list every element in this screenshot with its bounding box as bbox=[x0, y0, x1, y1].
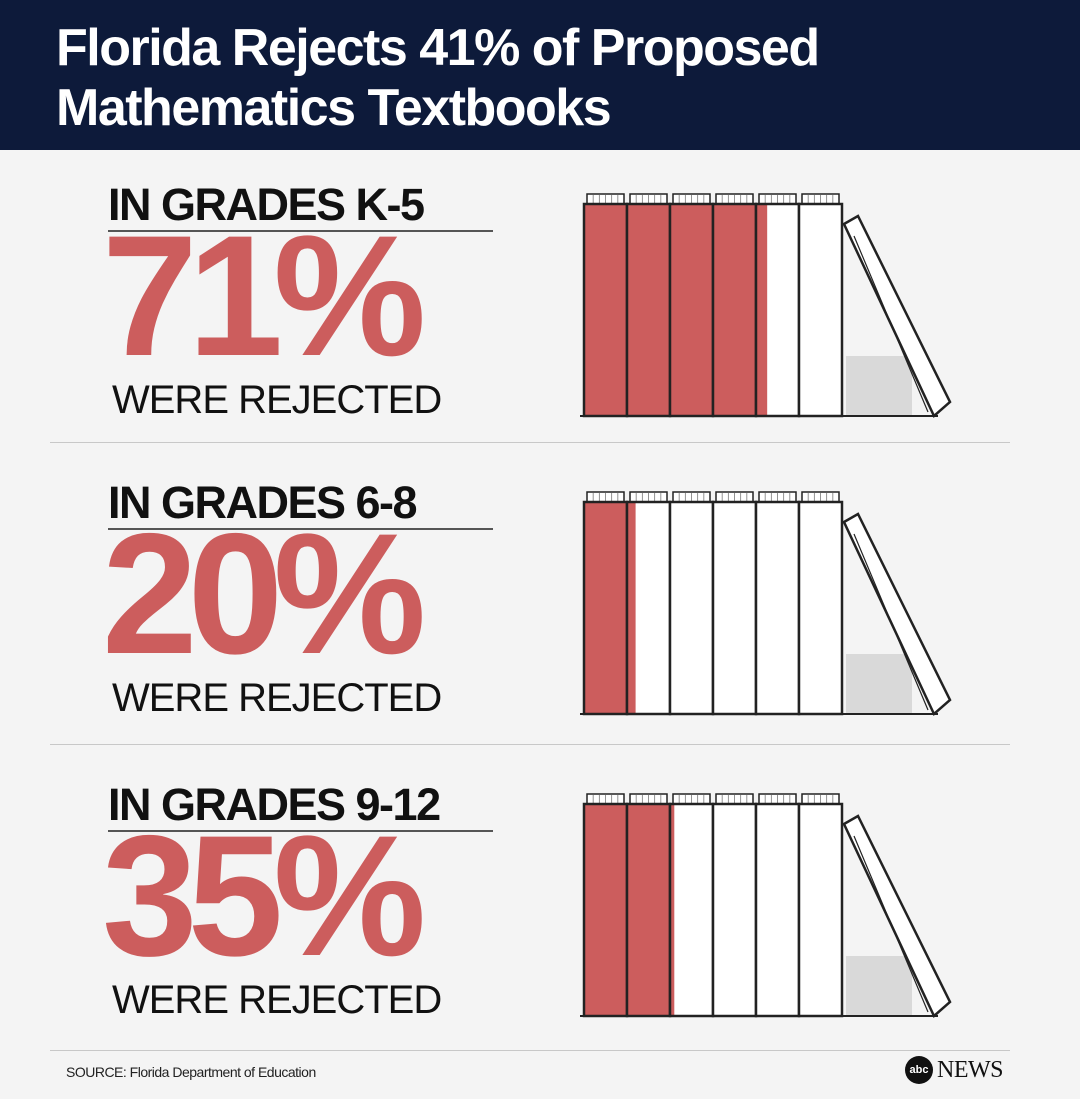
leaning-book bbox=[842, 214, 952, 419]
grade-underline bbox=[108, 830, 493, 832]
book-fill-rejected bbox=[584, 804, 627, 1016]
book-cover-base bbox=[799, 502, 842, 714]
book bbox=[668, 491, 715, 716]
book bbox=[754, 793, 801, 1018]
percent-value: 71% bbox=[102, 200, 426, 392]
book bbox=[754, 193, 801, 418]
book-fill-rejected bbox=[670, 204, 713, 416]
book bbox=[754, 491, 801, 716]
abc-logo-badge: abc bbox=[905, 1056, 933, 1084]
book bbox=[668, 793, 715, 1018]
book-pictogram bbox=[580, 491, 952, 717]
book-fill-rejected bbox=[627, 502, 636, 714]
book-cover-base bbox=[756, 804, 799, 1016]
book-cover-base bbox=[799, 204, 842, 416]
book bbox=[582, 793, 629, 1018]
rejected-caption: WERE REJECTED bbox=[112, 378, 442, 422]
grade-section-6-8: IN GRADES 6-8 20% WERE REJECTED bbox=[0, 448, 1080, 748]
grade-label: IN GRADES 9-12 bbox=[108, 779, 441, 830]
logo-text: NEWS bbox=[937, 1057, 1004, 1083]
grade-label: IN GRADES K-5 bbox=[108, 179, 425, 230]
abc-news-logo: abc NEWS bbox=[905, 1056, 1020, 1084]
book bbox=[797, 793, 844, 1018]
book-fill-rejected bbox=[756, 204, 768, 416]
grade-section-k5: IN GRADES K-5 71% WERE REJECTED bbox=[0, 150, 1080, 450]
book-cover-base bbox=[670, 804, 713, 1016]
rejected-caption: WERE REJECTED bbox=[112, 676, 442, 720]
title-line-2: Mathematics Textbooks bbox=[56, 79, 612, 137]
book-pictogram bbox=[580, 793, 952, 1019]
book bbox=[582, 491, 629, 716]
leaning-book bbox=[842, 814, 952, 1019]
book-cover-base bbox=[713, 502, 756, 714]
book-shadow bbox=[846, 956, 912, 1016]
rejected-caption: WERE REJECTED bbox=[112, 978, 442, 1022]
grade-underline bbox=[108, 230, 493, 232]
title-line-1: Florida Rejects 41% of Proposed bbox=[56, 19, 820, 77]
title-banner: Florida Rejects 41% of Proposed Mathemat… bbox=[0, 0, 1080, 150]
book bbox=[797, 491, 844, 716]
book bbox=[711, 193, 758, 418]
book-cover-base bbox=[756, 502, 799, 714]
grade-section-9-12: IN GRADES 9-12 35% WERE REJECTED bbox=[0, 750, 1080, 1050]
section-divider bbox=[50, 442, 1010, 443]
leaning-book-pages bbox=[853, 533, 929, 711]
section-divider bbox=[50, 744, 1010, 745]
percent-value: 20% bbox=[102, 498, 426, 690]
grade-label: IN GRADES 6-8 bbox=[108, 477, 418, 528]
book bbox=[625, 193, 672, 418]
leaning-book-pages bbox=[853, 835, 929, 1013]
leaning-book-pages bbox=[853, 235, 929, 413]
book bbox=[711, 793, 758, 1018]
book bbox=[625, 793, 672, 1018]
book bbox=[625, 491, 672, 716]
book bbox=[668, 193, 715, 418]
book-fill-rejected bbox=[713, 204, 756, 416]
book-cover-base bbox=[713, 804, 756, 1016]
footer-divider bbox=[50, 1050, 1010, 1051]
book-fill-rejected bbox=[627, 204, 670, 416]
book-pictogram bbox=[580, 193, 952, 419]
book-shadow bbox=[846, 654, 912, 714]
source-note: SOURCE: Florida Department of Education bbox=[66, 1064, 316, 1080]
book-fill-rejected bbox=[627, 804, 670, 1016]
percent-value: 35% bbox=[102, 800, 426, 992]
book-fill-rejected bbox=[584, 204, 627, 416]
book-cover-base bbox=[670, 502, 713, 714]
book-shadow bbox=[846, 356, 912, 416]
book bbox=[582, 193, 629, 418]
book bbox=[711, 491, 758, 716]
leaning-book bbox=[842, 512, 952, 717]
book-fill-rejected bbox=[670, 804, 675, 1016]
book bbox=[797, 193, 844, 418]
grade-underline bbox=[108, 528, 493, 530]
book-fill-rejected bbox=[584, 502, 627, 714]
book-cover-base bbox=[799, 804, 842, 1016]
